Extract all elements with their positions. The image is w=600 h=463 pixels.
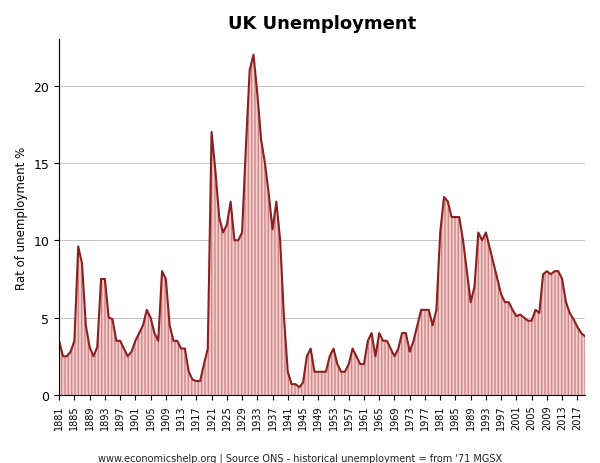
Title: UK Unemployment: UK Unemployment [228, 15, 416, 33]
Text: www.economicshelp.org | Source ONS - historical unemployment = from '71 MGSX: www.economicshelp.org | Source ONS - his… [98, 453, 502, 463]
Y-axis label: Rat of unemployment %: Rat of unemployment % [15, 146, 28, 289]
